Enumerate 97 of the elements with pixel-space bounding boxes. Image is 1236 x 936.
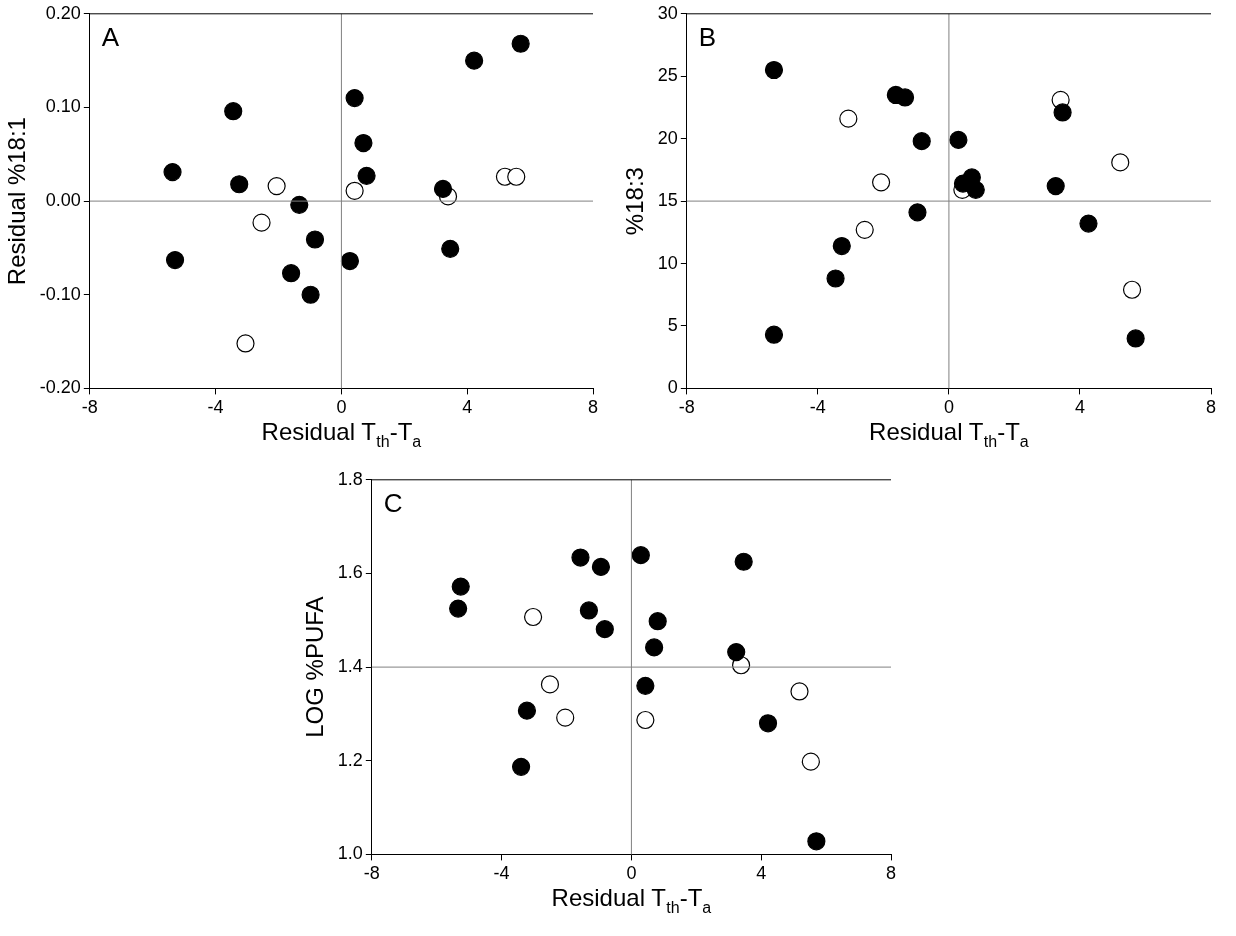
y-tick-label: 1.2: [337, 749, 363, 770]
point: [451, 577, 470, 596]
point: [301, 285, 320, 304]
y-axis-title: LOG %PUFA: [301, 596, 329, 738]
point: [908, 203, 927, 222]
point: [1111, 153, 1130, 172]
y-axis-title: %18:3: [621, 167, 649, 236]
point: [839, 109, 858, 128]
point: [340, 251, 360, 271]
point: [595, 620, 614, 639]
point: [1126, 329, 1145, 348]
x-tick-label: -8: [81, 397, 98, 418]
point: [648, 612, 667, 631]
y-tick-label: 0.00: [45, 190, 81, 211]
point: [163, 162, 182, 182]
x-tick-label: -4: [493, 863, 510, 884]
point: [1046, 177, 1065, 196]
point: [449, 599, 468, 618]
point: [441, 239, 460, 258]
point: [507, 167, 526, 186]
point: [165, 251, 185, 270]
x-tick-label: -4: [207, 397, 224, 418]
point: [230, 175, 249, 194]
y-tick-label: 1.6: [337, 562, 363, 583]
point: [354, 133, 373, 153]
point: [556, 708, 575, 727]
point: [855, 220, 874, 239]
point: [949, 130, 968, 150]
point: [345, 88, 364, 108]
point: [764, 60, 784, 80]
point: [790, 682, 809, 701]
y-tick-label: -0.10: [39, 283, 81, 304]
point: [1122, 280, 1142, 299]
y-tick-label: 1.4: [337, 656, 363, 677]
point: [305, 230, 325, 249]
x-tick-label: -8: [678, 397, 695, 418]
point: [727, 643, 746, 662]
y-tick-label: 0: [667, 377, 678, 398]
point: [1079, 214, 1098, 233]
y-tick-label: 1.0: [337, 843, 363, 864]
annotation: B: [698, 21, 717, 52]
y-axis-title: Residual %18:1: [3, 117, 31, 286]
point: [540, 675, 560, 694]
x-tick-label: 8: [587, 397, 599, 418]
y-tick-label: 20: [657, 127, 678, 148]
point: [912, 132, 931, 151]
y-tick-label: 1.8: [337, 468, 363, 489]
y-tick-label: 0.20: [45, 2, 81, 23]
point: [345, 181, 364, 200]
point: [465, 51, 484, 70]
point: [872, 173, 891, 192]
point: [523, 607, 543, 627]
x-tick-label: 0: [943, 397, 954, 418]
point: [579, 601, 598, 620]
y-tick-label: 5: [667, 314, 678, 335]
y-tick-label: -0.20: [39, 377, 81, 398]
y-tick-label: 10: [657, 252, 678, 273]
point: [224, 102, 243, 121]
x-tick-label: 4: [756, 863, 767, 884]
point: [236, 334, 255, 353]
point: [826, 269, 845, 288]
annotation: C: [383, 487, 403, 518]
point: [252, 213, 271, 232]
point: [282, 264, 301, 283]
y-tick-label: 25: [657, 65, 678, 86]
y-tick-label: 15: [657, 190, 678, 211]
point: [966, 180, 985, 199]
x-tick-label: 4: [1074, 397, 1085, 418]
point: [645, 638, 664, 657]
point: [511, 757, 531, 776]
point: [807, 832, 826, 851]
annotation: A: [101, 21, 120, 52]
point: [631, 546, 650, 565]
point: [517, 701, 537, 720]
point: [636, 676, 655, 695]
point: [895, 88, 915, 107]
point: [357, 166, 376, 185]
point: [832, 236, 851, 256]
point: [267, 177, 286, 196]
x-tick-label: -8: [363, 863, 380, 884]
point: [734, 552, 753, 571]
point: [433, 179, 453, 199]
x-tick-label: 8: [885, 863, 897, 884]
point: [764, 325, 784, 344]
point: [571, 548, 590, 567]
point: [511, 34, 530, 53]
x-tick-label: 4: [462, 397, 473, 418]
y-tick-label: 0.10: [45, 96, 81, 117]
point: [591, 557, 611, 576]
y-tick-label: 30: [657, 2, 678, 23]
x-tick-label: 0: [626, 863, 637, 884]
point: [1053, 103, 1072, 122]
point: [801, 752, 820, 771]
x-tick-label: -4: [809, 397, 826, 418]
point: [636, 710, 655, 730]
point: [758, 714, 778, 733]
x-tick-label: 8: [1205, 397, 1217, 418]
